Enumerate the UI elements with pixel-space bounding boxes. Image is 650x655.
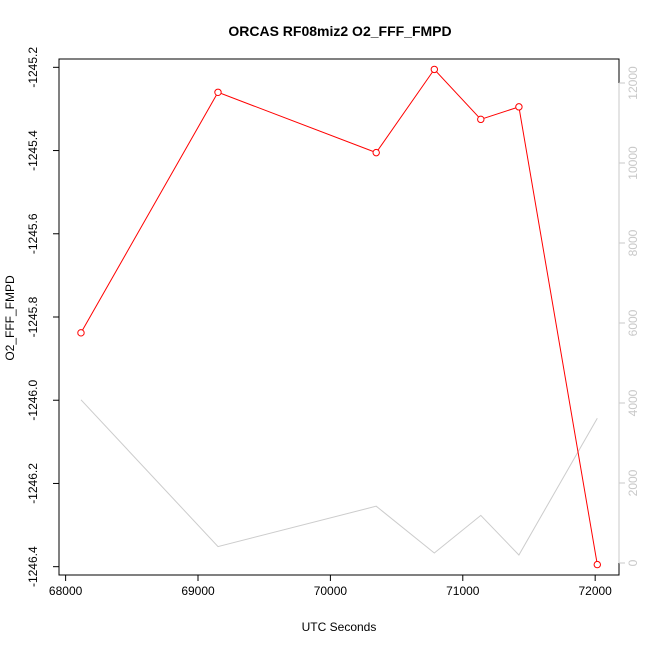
x-axis-label: UTC Seconds <box>302 620 377 634</box>
x-tick-label: 69000 <box>181 584 215 598</box>
x-tick-label: 71000 <box>446 584 480 598</box>
y2-tick-label: 6000 <box>626 309 640 336</box>
series-layer <box>77 65 601 569</box>
y2-tick-label: 4000 <box>626 389 640 416</box>
y-tick-label: -1246.2 <box>26 463 40 504</box>
secondary-series-line <box>80 399 598 556</box>
x-tick-label: 68000 <box>49 584 83 598</box>
data-point <box>372 148 380 157</box>
y-axis-label: O2_FFF_FMPD <box>3 275 17 361</box>
y2-tick-label: 12000 <box>626 66 640 100</box>
secondary-y-axis: 0 2000 4000 6000 8000 10000 12000 <box>618 66 640 566</box>
data-point <box>77 329 85 337</box>
y2-tick-label: 2000 <box>626 469 640 496</box>
data-point <box>593 560 601 569</box>
y-tick-label: -1246.4 <box>26 546 40 587</box>
x-tick-label: 72000 <box>578 584 612 598</box>
y2-tick-label: 8000 <box>626 229 640 256</box>
data-point <box>515 103 523 111</box>
data-point <box>430 65 439 74</box>
data-point <box>214 88 222 96</box>
y-axis: -1246.4 -1246.2 -1246.0 -1245.8 -1245.6 -1245… <box>26 47 60 587</box>
y-tick-label: -1245.2 <box>26 47 40 88</box>
y-tick-label: -1246.0 <box>26 380 40 421</box>
chart-title: ORCAS RF08miz2 O2_FFF_FMPD <box>228 23 451 39</box>
y-tick-label: -1245.8 <box>26 296 40 337</box>
data-point <box>477 115 485 124</box>
y-tick-label: -1245.6 <box>26 213 40 254</box>
y2-tick-label: 10000 <box>626 146 640 180</box>
y-tick-label: -1245.4 <box>26 130 40 171</box>
x-tick-label: 70000 <box>314 584 348 598</box>
y2-tick-label: 0 <box>626 559 640 566</box>
x-axis: 68000 69000 70000 71000 72000 <box>49 574 612 598</box>
